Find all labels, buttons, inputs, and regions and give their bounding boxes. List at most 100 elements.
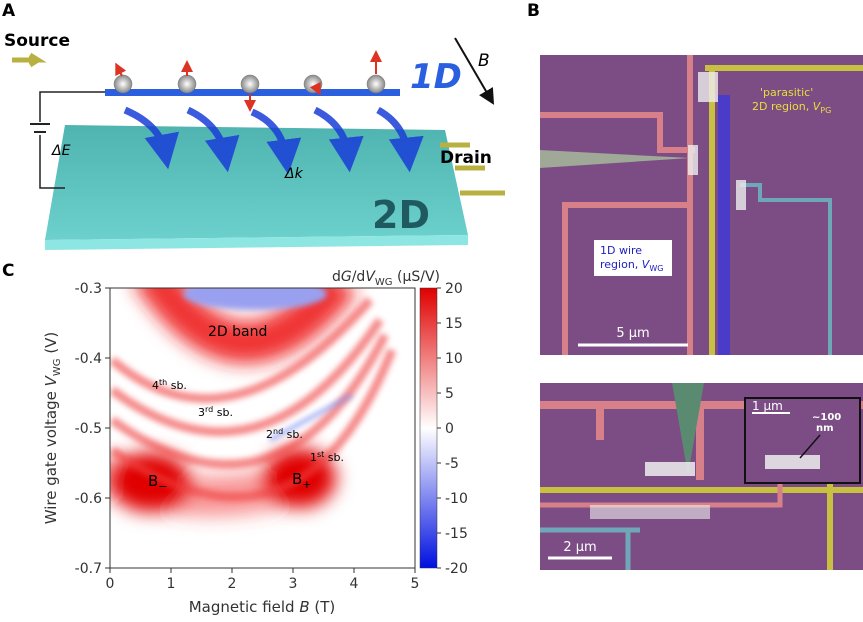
text: B: [299, 598, 309, 616]
x-tick-label: 5: [411, 576, 420, 592]
x-tick-label: 3: [289, 576, 298, 592]
text: +: [302, 478, 311, 491]
text: sb.: [213, 406, 233, 419]
text: sb.: [283, 428, 303, 441]
text: Wire gate voltage: [42, 386, 60, 524]
panel-b: B 'parasitic' 2D region, VPG 1D wire regio…: [527, 1, 863, 570]
y-tick-label: -0.3: [75, 281, 102, 297]
scale-label: 2 μm: [563, 540, 596, 555]
text: 1D wire: [600, 244, 642, 257]
text: 'parasitic': [760, 86, 813, 99]
text: st: [317, 450, 324, 459]
text: sb.: [324, 451, 344, 464]
bridges: [590, 505, 710, 519]
subband-label: 4th sb.: [152, 378, 187, 392]
text: 1: [310, 451, 317, 464]
colorbar-tick-label: -10: [445, 491, 468, 507]
colorbar-tick-label: 15: [445, 316, 463, 332]
colorbar-tick-label: 0: [445, 421, 454, 437]
text: WG: [375, 277, 393, 288]
text: /d: [352, 269, 366, 285]
field-arrow: [454, 37, 495, 105]
panel-a: A Source ΔE Δk 1D 2D B Drain: [2, 1, 505, 250]
tip: [672, 383, 704, 475]
parasitic-label: 'parasitic' 2D region, VPG: [752, 86, 831, 115]
wire: [718, 95, 730, 355]
surface-edge: [45, 235, 468, 250]
colorbar-tick-label: -15: [445, 526, 468, 542]
1d-label: 1D: [410, 57, 462, 97]
text: th: [159, 378, 167, 387]
panel-label: C: [2, 261, 14, 281]
text: (T): [310, 598, 336, 616]
text: V: [642, 258, 651, 271]
text: −: [158, 480, 167, 493]
inset-scale: 1 μm: [752, 399, 783, 413]
text: ~100: [812, 412, 841, 423]
text: V: [42, 374, 60, 386]
b-minus: B−: [148, 472, 168, 493]
text: PG: [820, 106, 831, 115]
y-tick-label: -0.6: [75, 491, 102, 507]
text: nd: [273, 427, 283, 436]
2d-label: 2D: [372, 193, 430, 237]
text: sb.: [167, 379, 187, 392]
colorbar-tick-label: -5: [445, 456, 459, 472]
text: G: [341, 269, 352, 285]
colorbar-tick-label: 20: [445, 281, 463, 297]
bridge: [688, 145, 698, 175]
pointer: [799, 434, 821, 459]
drain-arrows: [440, 142, 505, 196]
text: (V): [42, 332, 60, 359]
inset-size: ~100 nm: [812, 412, 841, 434]
spin-arrows: [115, 50, 382, 112]
x-axis-label: Magnetic field B (T): [189, 598, 336, 616]
delta-e: ΔE: [51, 143, 71, 159]
scale-label: 5 μm: [616, 326, 649, 341]
circuit: [39, 91, 105, 189]
drain-label: Drain: [440, 148, 492, 168]
label-box: [594, 240, 672, 276]
source-arrow: [12, 52, 47, 68]
delta-k: Δk: [284, 166, 304, 182]
wire-label: 1D wire region, VWG: [600, 244, 663, 273]
text: nm: [816, 423, 834, 434]
text: 3: [198, 406, 205, 419]
band-label: 2D band: [208, 324, 267, 340]
y-tick-label: -0.7: [75, 561, 102, 577]
bridge: [645, 462, 695, 476]
bridge: [698, 72, 718, 102]
x-tick-label: 1: [167, 576, 176, 592]
subband-label: 1st sb.: [310, 450, 344, 464]
panel-c: C 2D band 4th sb. 3rd sb. 2nd sb. 1st sb…: [2, 261, 440, 616]
x-tick-label: 2: [228, 576, 237, 592]
tip: [540, 150, 690, 168]
text: 2D region,: [752, 100, 813, 113]
bridge: [765, 455, 820, 469]
text: (μS/V): [393, 269, 440, 285]
text: B: [148, 472, 158, 490]
subband-label: 2nd sb.: [266, 427, 303, 441]
y-tick-label: -0.4: [75, 351, 102, 367]
electrodes: [540, 55, 863, 355]
source-label: Source: [4, 31, 70, 51]
text: V: [813, 100, 822, 113]
text: 4: [152, 379, 159, 392]
bridge: [736, 180, 746, 210]
field-label: B: [478, 51, 490, 71]
panel-label: B: [527, 1, 540, 21]
colorbar: [419, 287, 438, 569]
text: rd: [205, 405, 213, 414]
text: Magnetic field: [189, 598, 300, 616]
text: WG: [52, 358, 63, 376]
b-plus: B+: [292, 470, 312, 491]
x-tick-label: 0: [106, 576, 115, 592]
x-tick-label: 4: [350, 576, 359, 592]
text: V: [365, 269, 376, 285]
text: WG: [649, 264, 663, 273]
heatmap: [110, 288, 415, 568]
panel-label: A: [2, 1, 16, 21]
y-axis-label: Wire gate voltage VWG (V): [42, 332, 63, 525]
text: d: [332, 269, 341, 285]
